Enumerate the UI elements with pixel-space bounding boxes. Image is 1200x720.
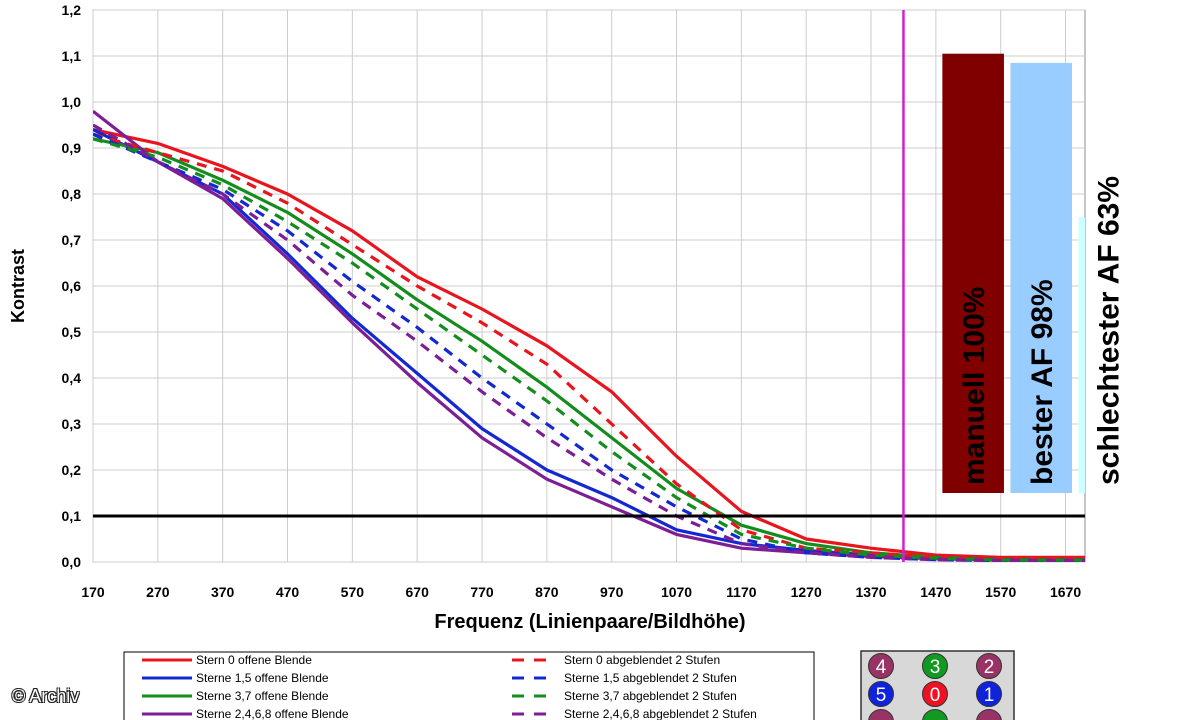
legend-box [123,651,815,720]
star-position-number: 5 [876,685,887,706]
x-tick-label: 1370 [855,584,886,600]
bars [942,53,1085,494]
series-lines [93,109,1085,562]
image-credit: © Archiv [12,686,80,706]
x-axis-title: Frequenz (Linienpaare/Bildhöhe) [434,611,745,633]
star-position-number: 4 [876,657,887,678]
legend-label: Stern 0 offene Blende [196,653,312,667]
star-position-circle [868,653,894,679]
series-line [93,128,1085,559]
y-ticks: 0,0 0,1 0,2 0,3 0,4 0,5 0,6 0,7 0,8 0,9 1,0 1,1 1,2 [62,2,82,570]
legend: Stern 0 offene Blende Sterne 1,5 offene B… [123,651,815,720]
y-tick-label: 0,2 [62,462,82,478]
star-position-number: 3 [930,657,941,678]
bar [942,53,1004,493]
legend-label: Sterne 1,5 abgeblendet 2 Stufen [564,671,737,685]
y-tick-label: 0,7 [62,232,82,248]
legend-label: Sterne 1,5 offene Blende [196,671,329,685]
star-position-circle [922,653,948,679]
star-position-circle [922,709,948,720]
x-tick-label: 170 [81,584,105,600]
star-position-number: 2 [984,657,995,678]
y-tick-label: 1,2 [62,2,82,18]
series-line [93,132,1085,562]
x-tick-label: 670 [406,584,430,600]
x-tick-label: 1570 [985,584,1016,600]
x-tick-label: 270 [146,584,170,600]
x-ticks: 170 270 370 470 570 670 770 870 970 1070 1170 1270 1… [81,584,1081,600]
y-tick-label: 0,5 [62,324,82,340]
y-tick-label: 0,0 [62,554,82,570]
series-line [93,132,1085,562]
star-position-circle [976,709,1002,720]
legend-label: Sterne 2,4,6,8 abgeblendet 2 Stufen [564,707,757,720]
star-position-number: 0 [930,685,941,706]
bar-label: manuell 100% [958,287,991,485]
star-position-circle [868,709,894,720]
legend-label: Stern 0 abgeblendet 2 Stufen [564,653,720,667]
x-tick-label: 870 [535,584,559,600]
star-position-circle [868,681,894,707]
x-tick-label: 370 [211,584,235,600]
x-tick-label: 1070 [661,584,692,600]
star-position-circle [976,681,1002,707]
bar-labels: manuell 100% bester AF 98% schlechtester A… [958,176,1126,485]
reference-lines [93,10,1085,562]
legend-label: Sterne 2,4,6,8 offene Blende [196,707,349,720]
x-tick-label: 770 [470,584,494,600]
x-tick-label: 1670 [1050,584,1081,600]
star-position-grid: 4 3 2 5 0 1 [860,650,1015,720]
y-axis-title: Kontrast [8,249,28,323]
y-tick-label: 0,8 [62,186,82,202]
y-tick-label: 1,1 [62,48,82,64]
y-tick-label: 0,4 [62,370,82,386]
star-position-number: 1 [984,685,995,706]
x-tick-label: 970 [600,584,624,600]
y-tick-label: 0,9 [62,140,82,156]
legend-label: Sterne 3,7 abgeblendet 2 Stufen [564,689,737,703]
bar [1010,62,1073,494]
x-tick-label: 570 [341,584,365,600]
bar-label: schlechtester AF 63% [1093,176,1126,485]
x-tick-label: 1270 [791,584,822,600]
y-tick-label: 1,0 [62,94,82,110]
series-line [93,137,1085,562]
legend-label: Sterne 3,7 offene Blende [196,689,329,703]
y-tick-label: 0,6 [62,278,82,294]
bar-label: bester AF 98% [1026,279,1059,485]
series-line [93,123,1085,562]
star-position-circle [976,653,1002,679]
bar [1078,217,1085,493]
y-tick-label: 0,1 [62,508,82,524]
y-tick-label: 0,3 [62,416,82,432]
x-tick-label: 1170 [726,584,757,600]
x-tick-label: 1470 [920,584,951,600]
x-tick-label: 470 [276,584,300,600]
star-position-circle [922,681,948,707]
